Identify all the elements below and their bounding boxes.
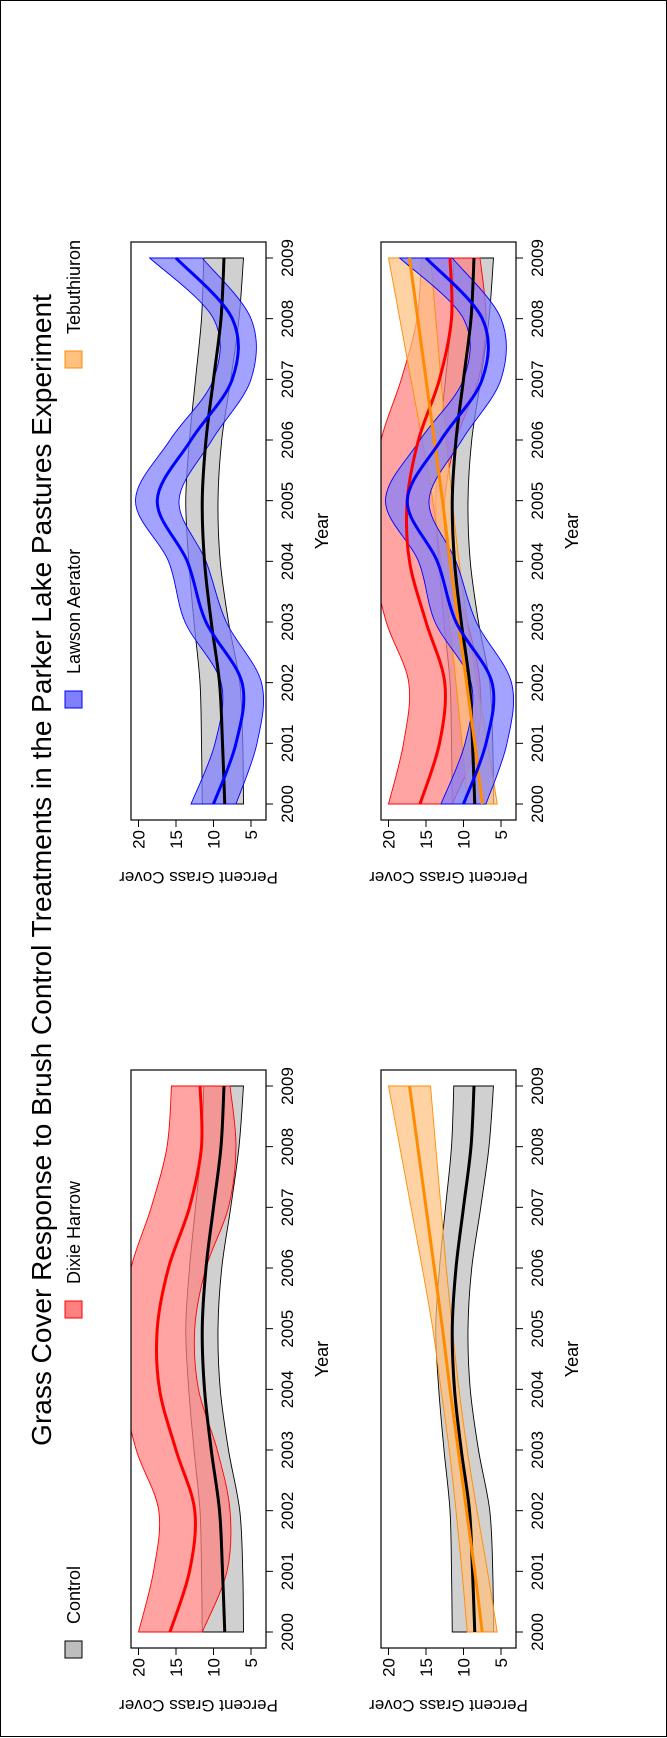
y-tick-label-5: 5 [242, 830, 261, 839]
x-tick-label-2004: 2004 [278, 542, 297, 580]
plot-area [372, 258, 513, 804]
legend-label-lawson-aerator: Lawson Aerator [64, 549, 84, 674]
legend-swatch-control [65, 1641, 82, 1658]
x-tick-label-2004: 2004 [528, 1370, 547, 1408]
y-tick-label-20: 20 [130, 1658, 149, 1677]
panel-bottom-right: 2000 2001 2002 2003 2004 2005 2006 2007 2008 2009… [369, 239, 582, 887]
x-tick-label-2009: 2009 [528, 1067, 547, 1105]
x-tick-label-2006: 2006 [278, 1249, 297, 1287]
x-tick-label-2007: 2007 [528, 1188, 547, 1226]
legend-item-lawson-aerator: Lawson Aerator [64, 549, 84, 708]
y-tick-label-15: 15 [167, 830, 186, 849]
legend-swatch-lawson-aerator [65, 691, 82, 708]
y-tick-label-20: 20 [130, 830, 149, 849]
legend-item-tebuthiuron: Tebuthiuron [64, 240, 84, 368]
y-axis-label: Percent Grass Cover [119, 1696, 278, 1715]
legend-swatch-dixie-harrow [65, 1301, 82, 1318]
x-tick-label-2005: 2005 [528, 1310, 547, 1348]
y-tick-label-20: 20 [380, 1658, 399, 1677]
x-axis-label: Year [312, 1341, 332, 1377]
x-tick-label-2002: 2002 [528, 1492, 547, 1530]
x-tick-label-2007: 2007 [528, 360, 547, 398]
y-tick-label-10: 10 [455, 1658, 474, 1677]
x-tick-label-2008: 2008 [278, 300, 297, 338]
x-tick-label-2003: 2003 [278, 1431, 297, 1469]
x-tick-label-2009: 2009 [278, 1067, 297, 1105]
x-tick-label-2008: 2008 [528, 300, 547, 338]
x-tick-label-2003: 2003 [528, 603, 547, 641]
plot-area [389, 1086, 498, 1632]
x-tick-label-2009: 2009 [278, 239, 297, 277]
x-tick-label-2007: 2007 [278, 360, 297, 398]
x-tick-label-2006: 2006 [278, 421, 297, 459]
y-axis-label: Percent Grass Cover [119, 868, 278, 887]
panel-bottom-left: 2000 2001 2002 2003 2004 2005 2006 2007 2008 2009… [369, 1067, 582, 1715]
x-tick-label-2000: 2000 [278, 1613, 297, 1651]
x-tick-label-2000: 2000 [528, 1613, 547, 1651]
y-axis-label: Percent Grass Cover [369, 868, 528, 887]
x-tick-label-2000: 2000 [278, 785, 297, 823]
panels: 2000 2001 2002 2003 2004 2005 2006 2007 2008 2009… [119, 239, 582, 1715]
x-axis-label: Year [562, 513, 582, 549]
x-tick-label-2001: 2001 [278, 1552, 297, 1590]
y-tick-label-10: 10 [205, 1658, 224, 1677]
y-tick-label-15: 15 [417, 1658, 436, 1677]
x-tick-label-2003: 2003 [528, 1431, 547, 1469]
y-tick-label-10: 10 [455, 830, 474, 849]
x-tick-label-2004: 2004 [278, 1370, 297, 1408]
legend-item-dixie-harrow: Dixie Harrow [64, 1180, 84, 1318]
x-tick-label-2005: 2005 [528, 482, 547, 520]
x-tick-label-2005: 2005 [278, 482, 297, 520]
x-tick-label-2004: 2004 [528, 542, 547, 580]
panel-top-right: 2000 2001 2002 2003 2004 2005 2006 2007 2008 2009… [119, 239, 332, 887]
x-axis-label: Year [562, 1341, 582, 1377]
x-tick-label-2007: 2007 [278, 1188, 297, 1226]
y-tick-label-20: 20 [380, 830, 399, 849]
y-tick-label-5: 5 [242, 1658, 261, 1667]
plot-area [135, 258, 263, 804]
y-tick-label-5: 5 [492, 1658, 511, 1667]
y-axis-label: Percent Grass Cover [369, 1696, 528, 1715]
y-tick-label-15: 15 [417, 830, 436, 849]
x-tick-label-2008: 2008 [278, 1128, 297, 1166]
y-tick-label-10: 10 [205, 830, 224, 849]
x-tick-label-2008: 2008 [528, 1128, 547, 1166]
panel-top-left: 2000 2001 2002 2003 2004 2005 2006 2007 2008 2009… [119, 1067, 332, 1715]
legend-label-tebuthiuron: Tebuthiuron [64, 240, 84, 334]
x-tick-label-2001: 2001 [278, 724, 297, 762]
legend-item-control: Control [64, 1566, 84, 1658]
chart-title: Grass Cover Response to Brush Control Tr… [26, 294, 57, 1446]
y-tick-label-5: 5 [492, 830, 511, 839]
x-tick-label-2006: 2006 [528, 1249, 547, 1287]
legend-label-control: Control [64, 1566, 84, 1624]
legend: Control Dixie Harrow Lawson Aerator Tebuthi… [64, 240, 84, 1658]
y-tick-label-15: 15 [167, 1658, 186, 1677]
x-tick-label-2003: 2003 [278, 603, 297, 641]
x-tick-label-2002: 2002 [528, 664, 547, 702]
x-tick-label-2000: 2000 [528, 785, 547, 823]
x-axis-label: Year [312, 513, 332, 549]
x-tick-label-2009: 2009 [528, 239, 547, 277]
x-tick-label-2001: 2001 [528, 724, 547, 762]
x-tick-label-2002: 2002 [278, 664, 297, 702]
x-tick-label-2005: 2005 [278, 1310, 297, 1348]
x-tick-label-2001: 2001 [528, 1552, 547, 1590]
legend-label-dixie-harrow: Dixie Harrow [64, 1180, 84, 1284]
legend-swatch-tebuthiuron [65, 351, 82, 368]
x-tick-label-2006: 2006 [528, 421, 547, 459]
plot-area [122, 1086, 243, 1632]
x-tick-label-2002: 2002 [278, 1492, 297, 1530]
